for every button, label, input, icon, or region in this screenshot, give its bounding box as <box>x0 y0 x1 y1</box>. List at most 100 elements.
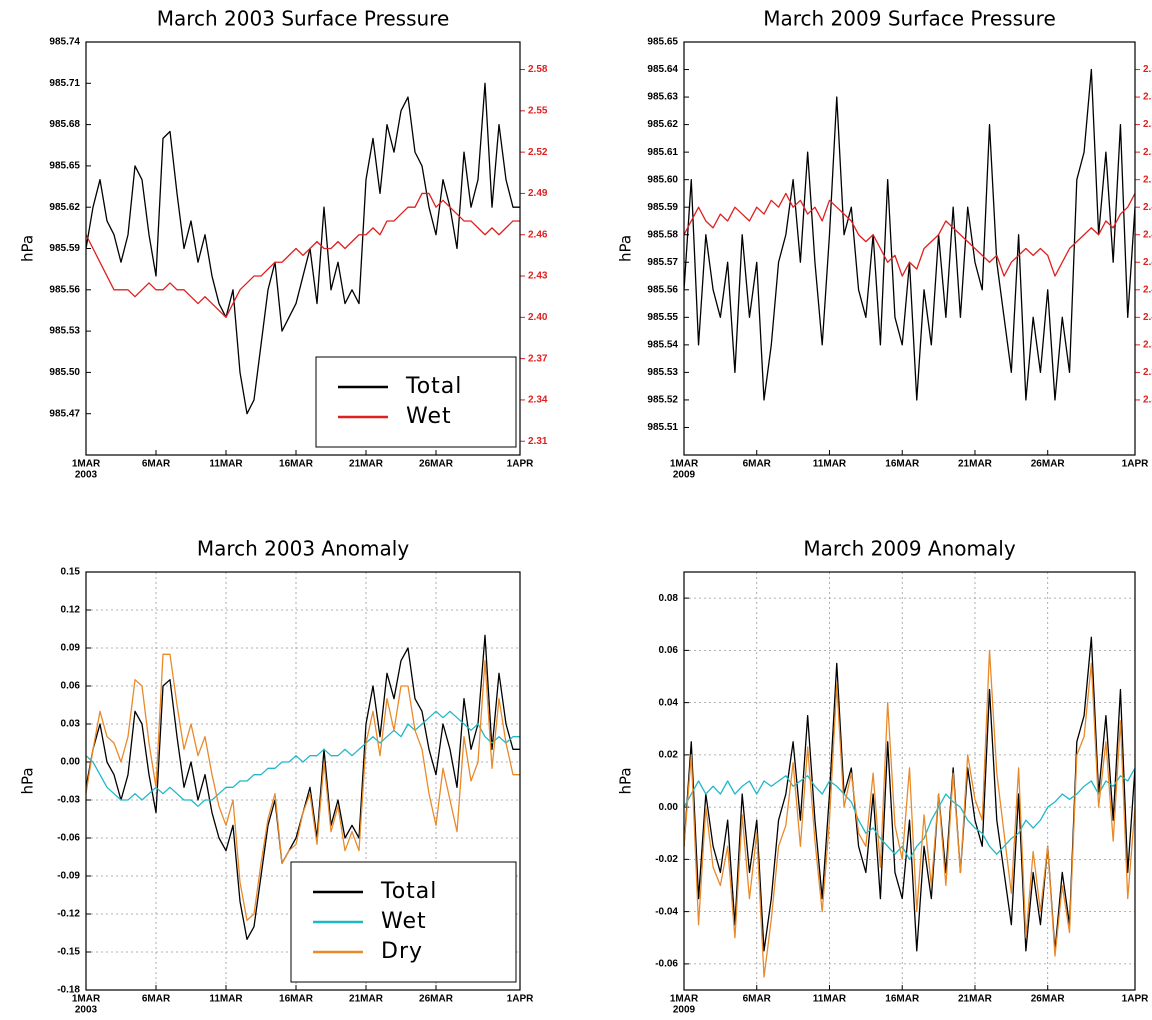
x-tick-label: 21MAR <box>958 994 993 1005</box>
y-tick-label: 0.15 <box>61 567 81 578</box>
legend-box <box>315 356 517 448</box>
x-tick-label: 1MAR <box>670 459 699 470</box>
x-tick-label: 16MAR <box>279 994 314 1005</box>
y2-tick-label: 2.37 <box>528 353 548 364</box>
x-year-label: 2003 <box>75 470 98 481</box>
y-tick-label: 0.03 <box>61 719 81 730</box>
chart-title: March 2009 Anomaly <box>803 537 1015 561</box>
x-tick-label: 6MAR <box>142 994 171 1005</box>
x-tick-label: 11MAR <box>209 459 243 470</box>
y-tick-label: 985.53 <box>647 367 678 378</box>
y2-tick-label: 2.52 <box>528 147 548 158</box>
series-line <box>86 192 520 318</box>
y2-tick-label: 2.40 <box>528 312 548 323</box>
y2-tick-label: 2.44 <box>1143 257 1152 268</box>
x-tick-label: 26MAR <box>1031 994 1066 1005</box>
y-axis-label: hPa <box>617 235 635 262</box>
x-tick-label: 11MAR <box>813 994 847 1005</box>
y2-tick-label: 2.48 <box>1143 202 1152 213</box>
y-tick-label: 985.55 <box>647 312 678 323</box>
y2-tick-label: 2.49 <box>528 188 548 199</box>
y-tick-label: 985.50 <box>49 367 80 378</box>
x-tick-label: 1MAR <box>670 994 699 1005</box>
x-tick-label: 26MAR <box>419 459 454 470</box>
x-tick-label: 26MAR <box>1031 459 1066 470</box>
y2-tick-label: 2.34 <box>1143 395 1152 406</box>
x-tick-label: 1MAR <box>72 459 101 470</box>
series-line <box>86 710 520 807</box>
y-tick-label: 985.71 <box>49 78 80 89</box>
y-axis-label: hPa <box>19 767 37 794</box>
series-line <box>684 767 1135 861</box>
y-tick-label: -0.15 <box>57 947 80 958</box>
y-tick-label: 0.06 <box>61 681 81 692</box>
y-tick-label: -0.06 <box>655 959 678 970</box>
chart-title: March 2003 Anomaly <box>197 537 409 561</box>
x-tick-label: 1APR <box>507 994 534 1005</box>
legend-label: Dry <box>381 939 423 964</box>
y-axis-label: hPa <box>19 235 37 262</box>
y2-tick-label: 2.50 <box>1143 174 1152 185</box>
y-tick-label: -0.12 <box>57 909 80 920</box>
x-tick-label: 6MAR <box>142 459 171 470</box>
y2-tick-label: 2.34 <box>528 395 548 406</box>
y-tick-label: 985.54 <box>647 340 678 351</box>
plot-frame <box>683 571 1136 991</box>
y2-tick-label: 2.58 <box>528 64 548 75</box>
x-tick-label: 11MAR <box>813 459 847 470</box>
y-tick-label: 985.68 <box>49 119 80 130</box>
legend-label: Total <box>380 879 437 904</box>
x-tick-label: 1MAR <box>72 994 101 1005</box>
y-tick-label: 985.58 <box>647 229 678 240</box>
chart-title: March 2009 Surface Pressure <box>763 7 1056 31</box>
y-tick-label: 985.62 <box>49 202 80 213</box>
y-tick-label: -0.18 <box>57 985 80 996</box>
y2-tick-label: 2.42 <box>1143 284 1152 295</box>
series-line <box>86 653 520 921</box>
y-tick-label: 0.08 <box>659 593 679 604</box>
x-tick-label: 16MAR <box>885 994 920 1005</box>
y-tick-label: -0.09 <box>57 871 80 882</box>
y-tick-label: 985.47 <box>49 408 80 419</box>
y-tick-label: 985.64 <box>647 64 678 75</box>
y2-tick-label: 2.40 <box>1143 312 1152 323</box>
y-tick-label: 985.74 <box>49 37 80 48</box>
y-tick-label: 985.57 <box>647 257 678 268</box>
x-year-label: 2003 <box>75 1005 98 1016</box>
y-tick-label: 985.60 <box>647 174 678 185</box>
x-tick-label: 26MAR <box>419 994 454 1005</box>
y2-tick-label: 2.31 <box>528 436 548 447</box>
y-tick-label: 0.12 <box>61 605 81 616</box>
y2-tick-label: 2.55 <box>528 105 548 116</box>
x-tick-label: 1APR <box>1122 459 1149 470</box>
x-tick-label: 6MAR <box>743 459 772 470</box>
plot-frame <box>85 571 521 991</box>
y-tick-label: -0.06 <box>57 833 80 844</box>
y2-tick-label: 2.56 <box>1143 92 1152 103</box>
series-line <box>86 82 520 415</box>
y-tick-label: 985.56 <box>647 284 678 295</box>
series-line <box>684 649 1135 978</box>
legend-label: Total <box>405 374 462 399</box>
x-tick-label: 16MAR <box>279 459 314 470</box>
y2-tick-label: 2.43 <box>528 271 548 282</box>
x-tick-label: 21MAR <box>958 459 993 470</box>
series-line <box>684 68 1135 401</box>
y-tick-label: 0.00 <box>61 757 81 768</box>
plot-frame <box>85 41 521 456</box>
x-year-label: 2009 <box>673 470 696 481</box>
y-tick-label: 985.62 <box>647 119 678 130</box>
series-line <box>684 192 1135 277</box>
y-tick-label: 0.00 <box>659 802 679 813</box>
y-tick-label: -0.04 <box>655 906 678 917</box>
y-tick-label: 985.59 <box>49 243 80 254</box>
y2-tick-label: 2.38 <box>1143 340 1152 351</box>
y-tick-label: 985.63 <box>647 92 678 103</box>
y-tick-label: 985.65 <box>647 37 678 48</box>
y-tick-label: -0.02 <box>655 854 678 865</box>
legend-label: Wet <box>406 404 452 429</box>
y-tick-label: 0.04 <box>659 697 679 708</box>
y-tick-label: 985.59 <box>647 202 678 213</box>
series-line <box>684 636 1135 952</box>
